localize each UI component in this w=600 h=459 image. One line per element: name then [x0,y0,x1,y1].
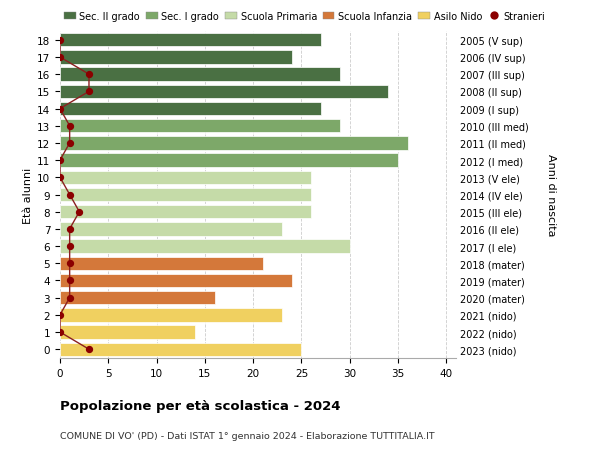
Point [65,277,74,285]
Bar [60,171,311,185]
Text: Popolazione per età scolastica - 2024: Popolazione per età scolastica - 2024 [60,399,341,412]
Bar [60,308,282,322]
Bar [60,120,340,133]
Point [65,191,74,199]
Point [55,157,65,164]
Bar [60,274,292,287]
Point [55,54,65,62]
Bar [60,223,282,236]
Bar [60,206,311,219]
Bar [60,137,408,150]
Text: COMUNE DI VO' (PD) - Dati ISTAT 1° gennaio 2024 - Elaborazione TUTTITALIA.IT: COMUNE DI VO' (PD) - Dati ISTAT 1° genna… [60,431,434,441]
Point [74,208,84,216]
Bar [60,188,311,202]
Point [55,37,65,45]
Bar [60,154,398,168]
Point [55,329,65,336]
Y-axis label: Età alunni: Età alunni [23,167,33,223]
Bar [60,343,301,356]
Bar [60,51,292,65]
Bar [60,34,321,47]
Point [65,226,74,233]
Point [65,294,74,302]
Bar [60,240,350,253]
Point [55,312,65,319]
Point [65,243,74,250]
Bar [60,325,195,339]
Point [65,123,74,130]
Bar [60,103,321,116]
Y-axis label: Anni di nascita: Anni di nascita [545,154,556,236]
Point [55,106,65,113]
Point [84,71,94,78]
Point [65,140,74,147]
Point [84,89,94,96]
Point [55,174,65,182]
Bar [60,85,388,99]
Bar [60,257,263,270]
Bar [60,68,340,82]
Legend: Sec. II grado, Sec. I grado, Scuola Primaria, Scuola Infanzia, Asilo Nido, Stran: Sec. II grado, Sec. I grado, Scuola Prim… [60,8,549,26]
Bar [60,291,215,305]
Point [84,346,94,353]
Point [65,260,74,267]
